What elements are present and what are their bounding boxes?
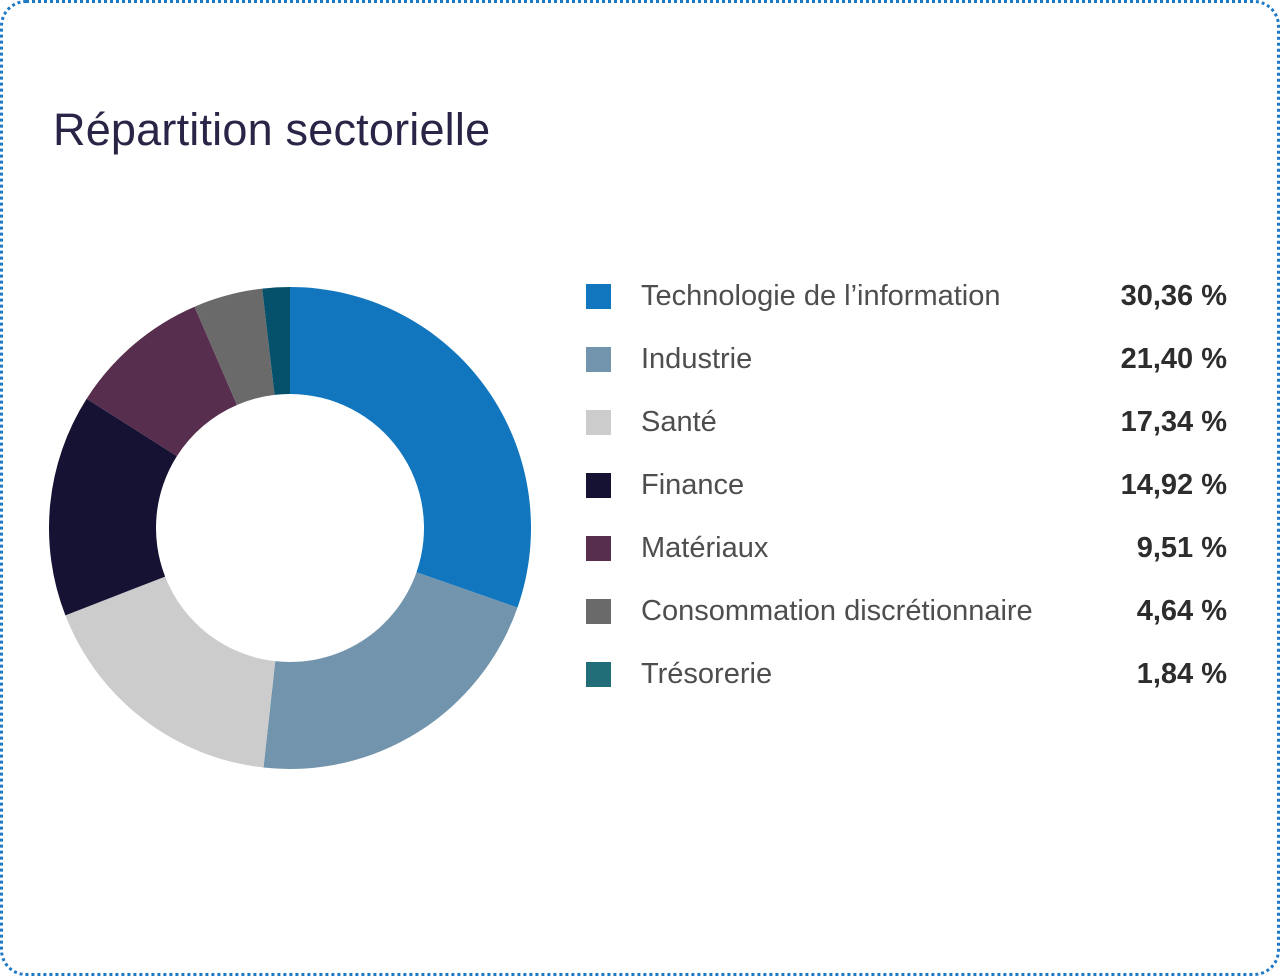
legend-swatch <box>586 662 611 687</box>
donut-slice-0 <box>290 287 531 608</box>
legend-swatch <box>586 347 611 372</box>
donut-slice-5 <box>194 288 275 405</box>
legend-value: 30,36 % <box>1120 280 1227 312</box>
legend-value: 14,92 % <box>1120 469 1227 501</box>
legend: Technologie de l’information 30,36 % Ind… <box>586 265 1227 706</box>
legend-label: Trésorerie <box>641 658 773 690</box>
legend-value: 21,40 % <box>1120 343 1227 375</box>
legend-swatch <box>586 599 611 624</box>
legend-row-1: Industrie 21,40 % <box>586 328 1227 391</box>
legend-label: Finance <box>641 469 745 501</box>
legend-row-6: Trésorerie 1,84 % <box>586 643 1227 706</box>
legend-row-4: Matériaux 9,51 % <box>586 517 1227 580</box>
legend-row-2: Santé 17,34 % <box>586 391 1227 454</box>
legend-swatch <box>586 473 611 498</box>
legend-value: 9,51 % <box>1136 532 1227 564</box>
legend-label: Technologie de l’information <box>641 280 1001 312</box>
donut-slice-6 <box>262 287 290 395</box>
donut-slice-1 <box>263 572 518 769</box>
legend-label: Matériaux <box>641 532 769 564</box>
donut-slice-3 <box>49 398 177 616</box>
donut-slice-4 <box>86 306 237 457</box>
legend-row-0: Technologie de l’information 30,36 % <box>586 265 1227 328</box>
legend-swatch <box>586 536 611 561</box>
legend-swatch <box>586 410 611 435</box>
donut-chart <box>49 287 531 769</box>
legend-swatch <box>586 284 611 309</box>
legend-value: 17,34 % <box>1120 406 1227 438</box>
legend-row-3: Finance 14,92 % <box>586 454 1227 517</box>
legend-label: Consommation discrétionnaire <box>641 595 1033 627</box>
legend-value: 4,64 % <box>1136 595 1227 627</box>
page-title: Répartition sectorielle <box>53 104 491 155</box>
legend-label: Industrie <box>641 343 753 375</box>
legend-value: 1,84 % <box>1136 658 1227 690</box>
legend-label: Santé <box>641 406 717 438</box>
donut-slice-2 <box>65 576 276 768</box>
legend-row-5: Consommation discrétionnaire 4,64 % <box>586 580 1227 643</box>
